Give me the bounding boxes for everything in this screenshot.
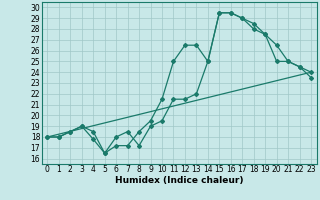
X-axis label: Humidex (Indice chaleur): Humidex (Indice chaleur) <box>115 176 244 185</box>
